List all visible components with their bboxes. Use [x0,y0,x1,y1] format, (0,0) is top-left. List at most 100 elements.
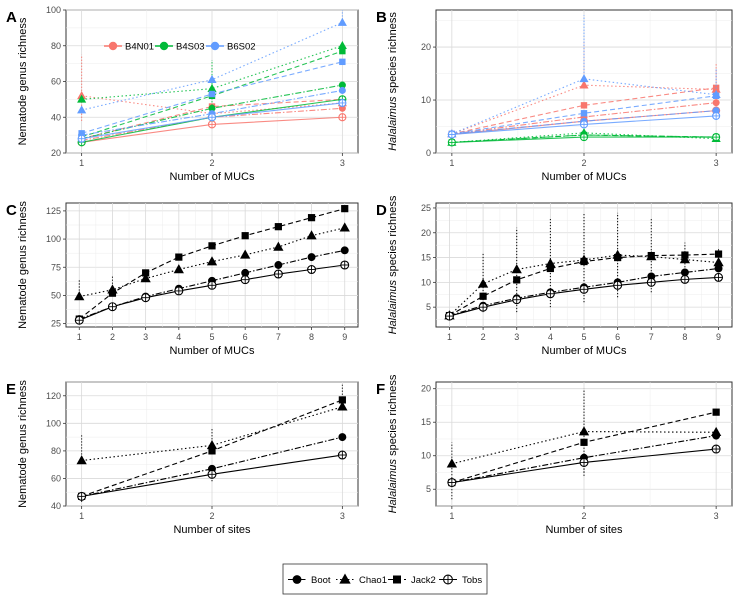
panel-a-point-boot [338,81,346,89]
panel-d-point-chao1 [511,264,522,274]
panel-b-y-axis-title-italic: Halalaimus [387,96,399,151]
panel-c-y-axis-title: Nematode genus richness [17,201,29,329]
panel-f-series-tobs [447,444,721,500]
legend-label-boot: Boot [311,575,331,586]
legend-item-tobs: Tobs [439,574,482,586]
panel-a-point-jack2 [339,47,346,55]
panel-b-letter: B [376,9,387,26]
panel-e-series-tobs [77,450,347,502]
panel-c-xtick-label: 8 [309,332,314,342]
panel-f: F 5 10 15 20 1 2 3 Number of sites Halalaimus spe… [376,374,733,536]
panel-d: D 5 10 15 20 25 1 2 3 4 5 6 7 8 9 Number of MUCs Halalai… [376,195,733,357]
panel-b-line-jack2 [451,87,717,135]
legend-label-jack2: Jack2 [411,575,436,586]
panel-d-point-jack2 [614,253,622,262]
panel-d-point-chao1 [713,257,724,267]
panel-b: B 0 10 20 1 2 3 Number of MUCs Halalaimus specie… [376,9,733,183]
panel-f-point-chao1 [578,426,590,436]
panel-f-series-layer [446,388,722,500]
panel-e-point-chao1 [206,439,218,450]
panel-e-series-layer [76,384,348,502]
panel-e-point-boot [338,433,347,442]
legend-label-b4s03: B4S03 [176,41,205,52]
panel-c-point-boot [307,253,316,262]
panel-f-ytick-label: 15 [421,417,431,427]
panel-c-point-chao1 [206,256,218,266]
panel-b-point-chao1 [579,74,589,83]
legend-label-chao1: Chao1 [359,575,387,586]
panel-d-point-jack2 [479,292,487,300]
panel-d-xtick-label: 5 [581,332,586,342]
legend-swatch-dot-b4s03 [159,41,169,51]
panel-b-xtick-label: 3 [714,158,719,168]
panel-e-xtick-label: 3 [340,511,345,521]
panel-a-xtick-label: 2 [209,158,214,168]
panel-c-point-jack2 [208,242,216,250]
panel-c-point-jack2 [307,214,316,222]
panel-e: E 40 60 80 100 120 1 2 3 Number of sites Nematode … [6,380,359,536]
panel-d-xtick-label: 6 [615,332,620,342]
panel-f-y-axis-title-italic: Halalaimus [387,458,399,513]
panel-c-point-chao1 [306,230,317,240]
panel-d-point-jack2 [513,276,521,284]
panel-d-point-jack2 [681,251,689,259]
panel-b-line-jack2 [451,95,717,135]
panel-a-point-jack2 [78,130,85,137]
panel-a-ytick-label: 100 [46,5,61,15]
panel-d-ytick-label: 20 [421,228,431,238]
panel-e-xtick-label: 2 [209,511,214,521]
panel-a-point-chao1 [207,74,217,84]
panel-c-point-chao1 [240,249,251,259]
panel-a-ytick-label: 80 [51,41,61,51]
panel-a-point-chao1 [337,17,347,26]
panel-e-ytick-label: 40 [51,501,61,511]
panel-b-series-b6s02-tobs [447,111,721,139]
legend-swatch-marker-chao1 [339,573,351,584]
panel-c-point-chao1 [140,273,151,283]
panel-c: C 25 50 75 100 125 1 2 3 4 5 6 7 8 9 Number of MUCs Nema… [6,201,359,357]
panel-c-x-axis-title: Number of MUCs [170,345,255,357]
panel-b-point-boot [712,99,720,107]
panel-d-ytick-label: 25 [421,203,431,213]
panel-a-series-layer [77,10,347,147]
panel-a-point-jack2 [208,90,216,98]
legend-label-tobs: Tobs [462,575,482,586]
panel-e-ytick-label: 80 [51,446,61,456]
panel-c-series-jack2 [75,205,349,323]
panel-a-group-legend: B4N01 B4S03 B6S02 [104,41,256,52]
panel-a-point-chao1 [77,105,87,114]
panel-f-xtick-label: 2 [581,511,586,521]
panel-b-line-boot [451,110,717,135]
panel-d-line-chao1 [449,254,719,316]
panel-f-ytick-label: 10 [421,451,431,461]
panel-b-ytick-label: 20 [421,42,431,52]
panel-f-point-jack2 [712,408,720,416]
panel-d-y-axis-title: Halalaimus species richness [387,195,399,334]
panel-a-point-chao1 [337,40,347,50]
panel-c-series-layer [74,205,350,325]
panel-c-xtick-label: 9 [342,332,347,342]
panel-d-xtick-label: 2 [481,332,486,342]
panel-c-xtick-label: 5 [209,332,214,342]
panel-d-ytick-label: 15 [421,253,431,263]
panel-c-point-chao1 [273,241,284,251]
panel-a-line-jack2 [81,98,343,140]
panel-c-series-tobs [74,260,350,325]
panel-c-point-boot [241,268,250,277]
panel-a-xtick-label: 3 [340,158,345,168]
panel-b-y-axis-title: Halalaimus species richness [387,12,399,151]
panel-a-xtick-label: 1 [79,158,84,168]
panel-a-line-chao1 [81,22,343,111]
panel-f-point-chao1 [711,426,722,436]
panel-a-letter: A [6,9,17,26]
panel-a-ytick-label: 20 [51,148,61,158]
panel-c-ytick-label: 100 [46,234,61,244]
panel-f-x-axis-title: Number of sites [545,524,623,536]
panel-c-point-chao1 [339,222,350,232]
panel-d-point-jack2 [647,251,655,260]
legend-swatch-marker-boot [292,575,302,584]
legend-point-jack2 [393,575,401,584]
panel-b-point-jack2 [580,102,588,109]
panel-e-point-jack2 [338,396,346,404]
panel-a-x-axis-title: Number of MUCs [170,171,255,183]
